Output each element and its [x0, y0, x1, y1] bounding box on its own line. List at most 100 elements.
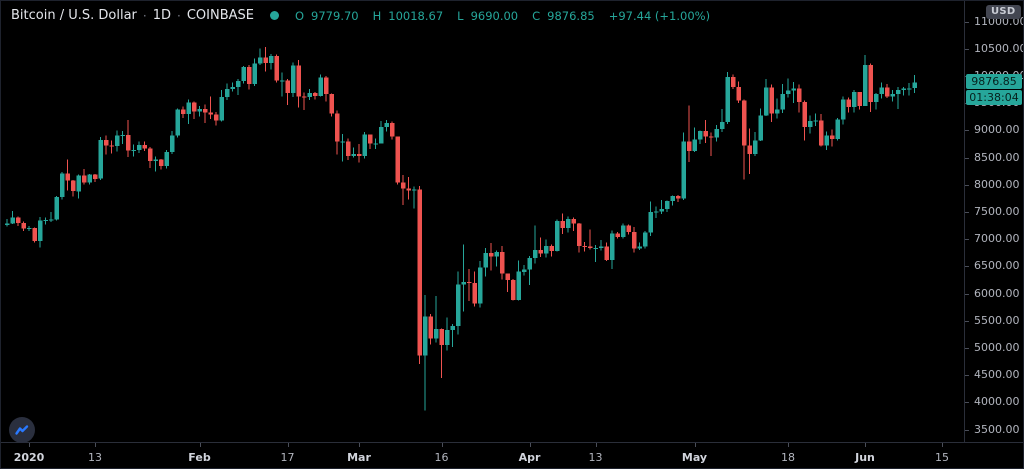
- last-price-badge: 9876.85 01:38:04: [966, 73, 1022, 105]
- candle: [609, 230, 615, 269]
- candle: [334, 110, 340, 155]
- candle: [312, 92, 318, 100]
- time-axis-label: May: [681, 451, 708, 464]
- candle: [169, 130, 175, 155]
- candle: [235, 78, 241, 95]
- candle: [230, 82, 235, 92]
- candle: [543, 239, 549, 258]
- currency-badge: USD: [986, 5, 1021, 19]
- price-axis-tick: [965, 320, 969, 322]
- candle: [158, 159, 164, 170]
- candle: [70, 180, 76, 197]
- ohlc-readout: O 9779.70 H 10018.67 L 9690.00 C 9876.85 +97…: [295, 9, 717, 23]
- symbol-name[interactable]: Bitcoin / U.S. Dollar: [11, 8, 137, 23]
- candle: [98, 136, 103, 180]
- candle: [307, 89, 312, 100]
- candle: [582, 241, 587, 252]
- candle: [499, 246, 505, 280]
- candle: [686, 105, 692, 163]
- candle: [565, 216, 571, 233]
- candle: [109, 140, 114, 154]
- candle: [576, 222, 582, 253]
- price-axis-tick: [965, 402, 969, 404]
- candle: [516, 260, 521, 301]
- price-axis-tick: [965, 293, 969, 295]
- candle: [488, 242, 494, 271]
- candle: [791, 81, 796, 104]
- candle: [285, 78, 290, 105]
- time-axis-tick: [694, 443, 696, 447]
- candle: [736, 81, 741, 104]
- candle: [642, 230, 648, 249]
- candle: [747, 128, 752, 174]
- price-axis[interactable]: USD 9876.85 01:38:04 11000.0010500.00100…: [964, 1, 1023, 442]
- time-axis-tick: [788, 443, 789, 447]
- candle: [241, 66, 246, 84]
- candle: [472, 271, 477, 307]
- time-axis-label: 13: [588, 451, 603, 464]
- ohlc-open: O 9779.70: [294, 8, 359, 23]
- interval-label[interactable]: 1D: [152, 8, 171, 23]
- candle: [274, 54, 279, 83]
- candle: [120, 130, 125, 144]
- candle: [21, 221, 26, 232]
- candle: [895, 86, 901, 110]
- candle: [279, 72, 285, 97]
- candle: [769, 84, 774, 123]
- candle: [763, 79, 769, 117]
- candle: [351, 147, 356, 158]
- candle: [593, 245, 598, 263]
- time-axis-label: Mar: [347, 451, 371, 464]
- candlestick-chart[interactable]: [1, 1, 964, 442]
- candle: [400, 174, 406, 205]
- candle: [912, 74, 917, 93]
- candle: [54, 196, 59, 221]
- candle: [890, 90, 895, 102]
- candle: [395, 136, 400, 185]
- candle: [175, 108, 180, 138]
- candle: [147, 147, 153, 168]
- time-axis-tick: [595, 443, 597, 447]
- candle: [719, 108, 725, 132]
- candle: [560, 213, 565, 235]
- candle: [868, 63, 873, 112]
- time-axis-tick: [95, 443, 96, 447]
- price-axis-label: 6000.00: [974, 286, 1020, 300]
- candle: [785, 78, 791, 98]
- market-status-dot-icon[interactable]: [269, 11, 279, 20]
- candle: [571, 217, 576, 231]
- candle: [758, 108, 763, 142]
- tradingview-logo[interactable]: [9, 417, 35, 443]
- candle: [615, 231, 620, 239]
- candle: [208, 96, 213, 119]
- ohlc-high: H 10018.67: [372, 8, 444, 23]
- candle: [367, 134, 373, 149]
- candle: [59, 172, 65, 200]
- price-axis-tick: [965, 239, 969, 241]
- candle: [43, 217, 48, 225]
- price-axis-label: 9000.00: [974, 123, 1020, 137]
- ohlc-close: C 9876.85: [532, 8, 595, 23]
- price-axis-label: 4500.00: [974, 368, 1020, 382]
- candle: [752, 131, 758, 156]
- candle: [697, 130, 703, 144]
- candle: [505, 273, 510, 292]
- price-axis-label: 5500.00: [974, 313, 1020, 327]
- candle: [268, 54, 274, 70]
- candle: [389, 121, 395, 140]
- candle: [323, 75, 329, 102]
- candle: [114, 130, 120, 152]
- time-axis-label: Feb: [188, 451, 211, 464]
- time-axis[interactable]: 2020 13 Feb 17 Mar 16 Apr 13 May 18 Jun 15: [1, 442, 1023, 468]
- countdown-timer: 01:38:04: [966, 89, 1022, 105]
- candle: [741, 99, 747, 180]
- candle: [219, 90, 224, 122]
- ohlc-change: +97.44 (+1.00%): [608, 8, 711, 23]
- candle: [521, 265, 527, 276]
- candle: [153, 156, 158, 172]
- candle: [829, 129, 835, 147]
- last-price-value: 9876.85: [966, 73, 1022, 89]
- time-axis-label: 13: [88, 451, 102, 464]
- candle: [450, 324, 455, 347]
